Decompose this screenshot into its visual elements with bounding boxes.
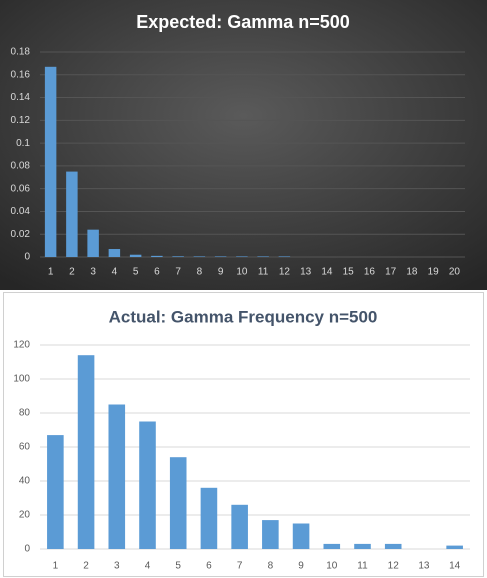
y-tick-label: 20 xyxy=(19,510,31,521)
bar xyxy=(151,255,163,257)
bar xyxy=(214,256,227,257)
bar xyxy=(323,543,341,549)
x-tick-label: 15 xyxy=(343,267,355,278)
bar xyxy=(87,229,99,257)
x-tick-label: 4 xyxy=(145,561,151,572)
x-tick-label: 20 xyxy=(449,267,461,278)
x-tick-label: 3 xyxy=(114,561,120,572)
y-tick-label: 0.04 xyxy=(11,206,31,217)
y-tick-label: 0.14 xyxy=(11,92,31,103)
bar xyxy=(108,404,126,549)
x-tick-label: 8 xyxy=(197,267,203,278)
y-tick-label: 100 xyxy=(13,374,30,385)
chart-title: Actual: Gamma Frequency n=500 xyxy=(109,307,378,326)
x-tick-label: 10 xyxy=(236,267,248,278)
x-tick-label: 1 xyxy=(48,267,54,278)
bar xyxy=(66,171,78,257)
x-tick-label: 19 xyxy=(428,267,440,278)
x-tick-label: 7 xyxy=(175,267,181,278)
x-tick-label: 6 xyxy=(206,561,212,572)
y-tick-label: 80 xyxy=(19,408,31,419)
x-tick-label: 18 xyxy=(406,267,418,278)
x-tick-label: 3 xyxy=(90,267,96,278)
y-tick-label: 0 xyxy=(24,252,30,263)
y-tick-label: 0.06 xyxy=(11,183,31,194)
x-tick-label: 11 xyxy=(258,267,269,278)
bar xyxy=(236,256,248,257)
y-tick-label: 0.16 xyxy=(11,69,31,80)
y-tick-label: 60 xyxy=(19,442,31,453)
x-tick-label: 14 xyxy=(449,561,461,572)
x-tick-label: 13 xyxy=(418,561,430,572)
bar xyxy=(262,520,279,549)
bar xyxy=(77,355,95,549)
x-tick-label: 12 xyxy=(279,267,291,278)
x-tick-label: 10 xyxy=(326,561,338,572)
bar xyxy=(139,421,156,549)
x-tick-label: 2 xyxy=(69,267,75,278)
bar xyxy=(108,249,121,257)
x-tick-label: 9 xyxy=(218,267,224,278)
bar xyxy=(278,256,291,257)
bar xyxy=(44,66,57,257)
bar xyxy=(193,256,206,257)
bar xyxy=(47,435,64,549)
x-tick-label: 16 xyxy=(364,267,376,278)
chart-title: Expected: Gamma n=500 xyxy=(136,12,350,32)
y-tick-label: 0.18 xyxy=(11,47,31,58)
x-tick-label: 4 xyxy=(112,267,118,278)
bar xyxy=(446,545,463,549)
x-tick-label: 7 xyxy=(237,561,243,572)
y-tick-label: 40 xyxy=(19,476,31,487)
x-tick-label: 5 xyxy=(133,267,139,278)
x-tick-label: 13 xyxy=(300,267,312,278)
x-tick-label: 17 xyxy=(385,267,397,278)
bar xyxy=(129,254,142,257)
y-tick-label: 0.1 xyxy=(16,138,30,149)
y-tick-label: 0.02 xyxy=(11,229,31,240)
y-tick-label: 120 xyxy=(13,340,30,351)
x-tick-label: 1 xyxy=(53,561,59,572)
y-tick-label: 0.08 xyxy=(11,161,31,172)
x-tick-label: 14 xyxy=(321,267,333,278)
x-tick-label: 9 xyxy=(298,561,304,572)
x-tick-label: 12 xyxy=(388,561,400,572)
y-tick-label: 0 xyxy=(24,544,30,555)
bar xyxy=(384,543,402,549)
x-tick-label: 2 xyxy=(83,561,89,572)
x-tick-label: 11 xyxy=(357,561,368,572)
bar xyxy=(257,256,269,257)
bar xyxy=(292,523,310,549)
bar xyxy=(172,256,184,257)
bar xyxy=(200,487,218,549)
x-tick-label: 5 xyxy=(175,561,181,572)
bar xyxy=(354,543,371,549)
bar xyxy=(231,504,248,549)
y-tick-label: 0.12 xyxy=(11,115,31,126)
x-tick-label: 8 xyxy=(268,561,274,572)
bar xyxy=(169,457,187,549)
x-tick-label: 6 xyxy=(154,267,160,278)
top-panel xyxy=(0,0,487,290)
